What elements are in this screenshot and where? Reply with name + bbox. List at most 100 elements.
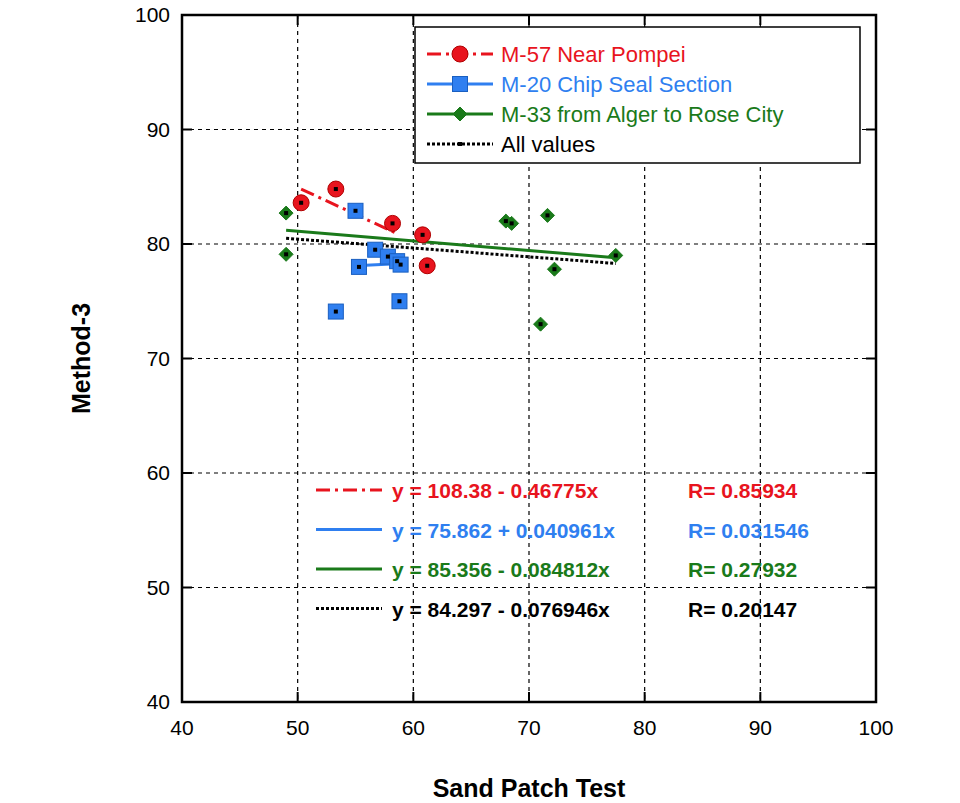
chart: 405060708090100405060708090100Sand Patch… xyxy=(0,0,960,803)
legend-marker xyxy=(458,142,462,146)
tick-label: 80 xyxy=(633,716,656,739)
point xyxy=(328,304,343,319)
tick xyxy=(866,472,876,474)
fit-line xyxy=(301,189,397,234)
grid-line xyxy=(182,358,876,359)
legend-box xyxy=(415,27,860,163)
tick xyxy=(297,692,299,702)
legend-line xyxy=(427,143,493,146)
tick-label: 80 xyxy=(147,232,170,255)
legend-marker xyxy=(452,46,468,62)
point xyxy=(534,317,548,331)
tick xyxy=(412,692,414,702)
tick-label: 100 xyxy=(858,716,893,739)
tick-label: 60 xyxy=(147,461,170,484)
tick xyxy=(182,129,192,131)
equation: y = 85.356 - 0.084812x xyxy=(392,558,610,581)
tick-label: 40 xyxy=(147,690,170,713)
point xyxy=(399,263,403,267)
equation: y = 75.862 + 0.040961x xyxy=(392,519,615,542)
grid-line xyxy=(182,472,876,473)
point xyxy=(386,255,390,259)
tick xyxy=(528,692,530,702)
tick-label: 70 xyxy=(517,716,540,739)
point xyxy=(546,213,550,217)
point xyxy=(279,247,293,261)
point xyxy=(614,253,618,257)
tick xyxy=(759,692,761,702)
equation-line xyxy=(316,489,382,492)
tick xyxy=(182,587,192,589)
legend-label: All values xyxy=(501,132,595,157)
point xyxy=(299,201,303,205)
point xyxy=(284,211,288,215)
tick xyxy=(644,15,646,25)
point xyxy=(354,209,358,213)
tick xyxy=(866,587,876,589)
y-axis-title: Method-3 xyxy=(67,303,95,414)
data-layer xyxy=(279,181,623,331)
tick xyxy=(759,15,761,25)
point xyxy=(357,265,361,269)
point xyxy=(392,294,407,309)
tick xyxy=(412,15,414,25)
point xyxy=(293,195,309,211)
tick-label: 40 xyxy=(170,716,193,739)
tick xyxy=(866,129,876,131)
tick-label: 50 xyxy=(286,716,309,739)
plot-frame xyxy=(182,15,876,702)
point xyxy=(547,262,561,276)
point xyxy=(395,259,399,263)
grid-line xyxy=(182,587,876,588)
legend-marker xyxy=(453,107,467,121)
equation: y = 84.297 - 0.076946x xyxy=(392,598,610,621)
tick-label: 70 xyxy=(147,347,170,370)
point xyxy=(425,264,429,268)
point xyxy=(505,216,519,230)
legend-label: M-57 Near Pompei xyxy=(501,42,686,67)
fit-line xyxy=(286,238,616,263)
fit-line xyxy=(286,230,616,257)
point xyxy=(284,252,288,256)
point xyxy=(393,257,408,272)
point xyxy=(328,181,344,197)
equation-line xyxy=(316,528,382,531)
point xyxy=(552,267,556,271)
tick-label: 90 xyxy=(147,118,170,141)
point xyxy=(397,299,401,303)
tick xyxy=(297,15,299,25)
tick xyxy=(182,243,192,245)
r-value: R= 0.031546 xyxy=(688,519,809,542)
points xyxy=(279,181,623,331)
tick xyxy=(644,692,646,702)
legend-marker xyxy=(453,77,468,92)
point xyxy=(348,203,363,218)
plot-background xyxy=(182,15,876,702)
axes: 405060708090100405060708090100 xyxy=(135,3,894,739)
x-axis-title: Sand Patch Test xyxy=(433,774,626,802)
point xyxy=(541,208,555,222)
r-value: R= 0.27932 xyxy=(688,558,797,581)
equation-line xyxy=(316,607,382,610)
point xyxy=(504,219,508,223)
equation-line xyxy=(316,568,382,571)
legend-label: M-20 Chip Seal Section xyxy=(501,72,732,97)
point xyxy=(385,215,401,231)
legend-label: M-33 from Alger to Rose City xyxy=(501,102,783,127)
fit-lines xyxy=(286,189,616,266)
tick xyxy=(866,358,876,360)
point xyxy=(421,233,425,237)
legend: M-57 Near Pompei M-20 Chip Seal Section M-… xyxy=(415,27,860,163)
tick-label: 60 xyxy=(402,716,425,739)
point xyxy=(609,248,623,262)
tick xyxy=(528,15,530,25)
r-value: R= 0.20147 xyxy=(688,598,797,621)
point xyxy=(419,258,435,274)
point xyxy=(539,322,543,326)
point xyxy=(279,206,293,220)
point xyxy=(334,187,338,191)
r-value: R= 0.85934 xyxy=(688,479,797,502)
point xyxy=(415,227,431,243)
tick-label: 100 xyxy=(135,3,170,26)
equations: y = 108.38 - 0.46775xR= 0.85934y = 75.86… xyxy=(316,479,809,621)
